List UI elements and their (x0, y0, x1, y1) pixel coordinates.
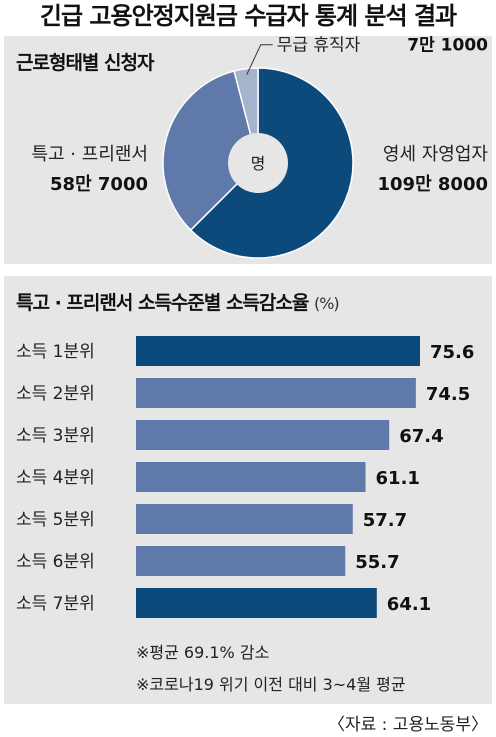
pie-label-0: 영세 자영업자 (383, 144, 489, 165)
bar-chart-title-text: 특고 · 프리랜서 소득수준별 소득감소율 (16, 292, 309, 314)
bar-2 (136, 378, 416, 408)
bar-value-label-5: 57.7 (363, 510, 407, 531)
bar-1 (136, 336, 420, 366)
bar-category-label-5: 소득 5분위 (16, 510, 95, 530)
bar-value-label-7: 64.1 (387, 594, 431, 615)
source-credit: 〈자료 : 고용노동부〉 (327, 715, 488, 735)
pie-value-1: 58만 7000 (50, 174, 148, 195)
bar-value-label-6: 55.7 (355, 552, 399, 573)
bar-category-label-3: 소득 3분위 (16, 426, 95, 446)
pie-label-2: 무급 휴직자 (277, 36, 361, 56)
bar-chart-unit: (%) (313, 294, 340, 313)
pie-chart: 명 영세 자영업자 109만 8000 특고 · 프리랜서 58만 7000 무급 휴직자… (31, 36, 489, 259)
pie-value-2: 7만 1000 (407, 36, 488, 56)
pie-chart-title: 근로형태별 신청자 (16, 52, 154, 74)
bar-value-label-4: 61.1 (376, 468, 420, 489)
bar-panel: 특고 · 프리랜서 소득수준별 소득감소율 (%) 소득 1분위 75.6 소득 2… (4, 276, 492, 704)
pie-slice-1 (162, 70, 259, 232)
bar-3 (136, 420, 390, 450)
bar-5 (136, 504, 353, 534)
bar-category-label-4: 소득 4분위 (16, 468, 95, 488)
pie-panel: 근로형태별 신청자 명 영세 자영업자 109만 8000 특고 · 프리랜서 58만 … (4, 36, 492, 264)
bar-value-label-1: 75.6 (430, 342, 474, 363)
pie-label-1: 특고 · 프리랜서 (31, 144, 148, 165)
bar-chart-title: 특고 · 프리랜서 소득수준별 소득감소율 (%) (16, 288, 340, 315)
pie-center-hole (228, 133, 288, 193)
bar-value-label-2: 74.5 (426, 384, 470, 405)
pie-center-label: 명 (251, 154, 266, 173)
pie-leader-line (246, 44, 273, 75)
bar-category-label-2: 소득 2분위 (16, 384, 95, 404)
bar-7 (136, 588, 377, 618)
bar-6 (136, 546, 346, 576)
bar-chart: 소득 1분위 75.6 소득 2분위 74.5 소득 3분위 67.4 소득 4분위 61.1… (16, 336, 474, 694)
bar-4 (136, 462, 366, 492)
bar-note-1: ※평균 69.1% 감소 (136, 643, 269, 662)
bar-category-label-1: 소득 1분위 (16, 342, 95, 362)
bar-category-label-7: 소득 7분위 (16, 594, 95, 614)
page-title: 긴급 고용안정지원금 수급자 통계 분석 결과 (39, 2, 457, 30)
bar-value-label-3: 67.4 (399, 426, 443, 447)
pie-value-0: 109만 8000 (378, 174, 489, 195)
bar-note-2: ※코로나19 위기 이전 대비 3~4월 평균 (136, 675, 406, 694)
bar-category-label-6: 소득 6분위 (16, 552, 95, 572)
